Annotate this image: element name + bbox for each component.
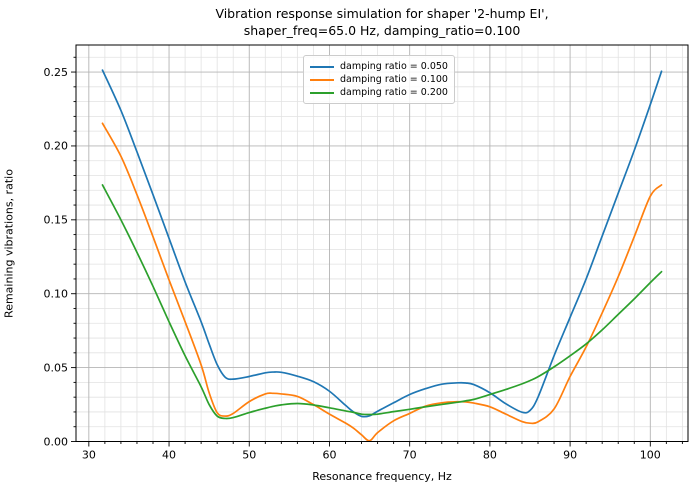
x-tick-label: 70 [403,449,417,462]
legend-swatch-damping-0100 [310,78,334,81]
x-tick-label: 80 [483,449,497,462]
legend: damping ratio = 0.050 damping ratio = 0.… [303,55,455,104]
legend-label: damping ratio = 0.100 [340,74,448,85]
y-tick-label: 0.25 [44,66,69,79]
x-tick-label: 30 [82,449,96,462]
legend-swatch-damping-0050 [310,65,334,68]
series-lines [101,69,663,442]
legend-item: damping ratio = 0.100 [310,73,448,86]
x-tick-label: 50 [242,449,256,462]
legend-item: damping ratio = 0.050 [310,60,448,73]
series-line-2 [101,184,663,420]
y-tick-label: 0.00 [44,435,69,448]
y-tick-label: 0.20 [44,140,69,153]
legend-label: damping ratio = 0.200 [340,87,448,98]
x-tick-label: 60 [322,449,336,462]
series-line-0 [101,69,663,418]
x-tick-label: 90 [563,449,577,462]
x-tick-label: 40 [162,449,176,462]
legend-item: damping ratio = 0.200 [310,86,448,99]
chart-title-line-2: shaper_freq=65.0 Hz, damping_ratio=0.100 [243,22,521,38]
axis-ticks [71,56,683,447]
axes-spines [75,44,689,442]
tick-labels: 30 40 50 60 70 80 90 100 0.00 0.05 0.10 0.15 0.20 0.2… [44,66,661,462]
grid-minor [76,45,688,442]
series-line-1 [101,122,663,442]
chart-title-line-1: Vibration response simulation for shaper… [215,6,549,21]
y-tick-label: 0.05 [44,361,69,374]
chart-title: Vibration response simulation for shaper… [76,6,688,40]
y-tick-label: 0.15 [44,214,69,227]
y-axis-label: Remaining vibrations, ratio [2,169,16,318]
x-axis-label: Resonance frequency, Hz [312,470,452,483]
legend-label: damping ratio = 0.050 [340,61,448,72]
x-tick-label: 100 [640,449,661,462]
legend-swatch-damping-0200 [310,91,334,94]
y-tick-label: 0.10 [44,288,69,301]
